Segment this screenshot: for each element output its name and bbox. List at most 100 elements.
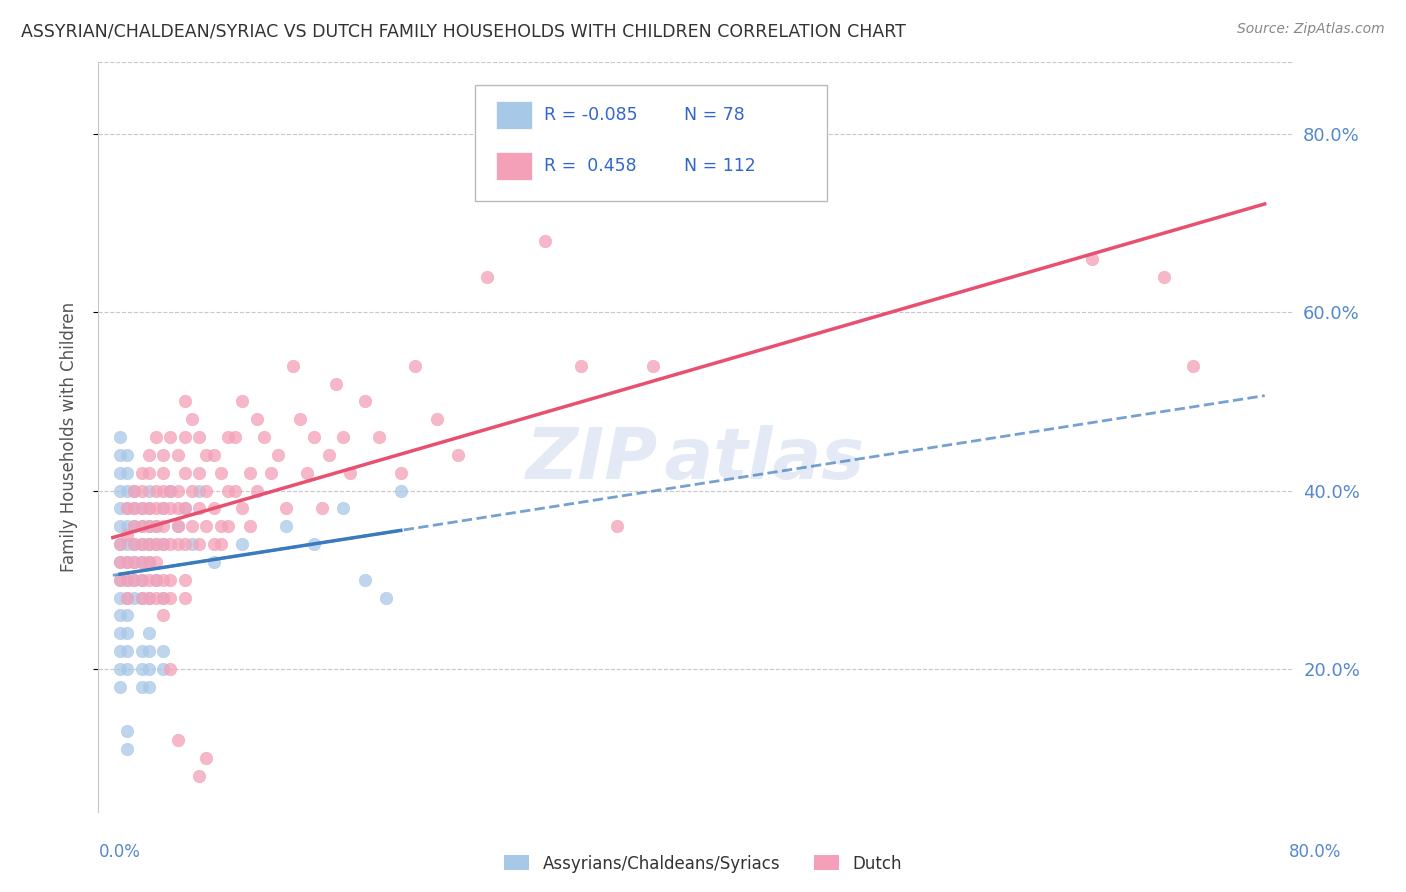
Point: [115, 573, 138, 587]
Point: [641, 359, 664, 373]
Legend: Assyrians/Chaldeans/Syriacs, Dutch: Assyrians/Chaldeans/Syriacs, Dutch: [498, 848, 908, 880]
Point: [195, 519, 218, 533]
Point: [260, 466, 283, 480]
Point: [152, 608, 174, 623]
Point: [131, 483, 153, 498]
Point: [166, 519, 188, 533]
Point: [131, 662, 153, 676]
Point: [217, 430, 239, 444]
Point: [152, 483, 174, 498]
Point: [202, 501, 225, 516]
Point: [115, 519, 138, 533]
Point: [152, 537, 174, 551]
Point: [138, 519, 160, 533]
Point: [138, 591, 160, 605]
Point: [138, 591, 160, 605]
Point: [152, 537, 174, 551]
Point: [253, 430, 276, 444]
Point: [368, 430, 391, 444]
Point: [108, 466, 131, 480]
FancyBboxPatch shape: [496, 152, 533, 180]
Point: [159, 483, 181, 498]
Point: [108, 573, 131, 587]
Point: [181, 412, 204, 426]
Point: [124, 573, 146, 587]
Point: [195, 448, 218, 462]
Point: [533, 234, 555, 248]
Point: [115, 466, 138, 480]
Point: [152, 662, 174, 676]
Point: [124, 537, 146, 551]
Point: [131, 519, 153, 533]
Point: [138, 537, 160, 551]
Point: [1181, 359, 1204, 373]
Point: [145, 555, 167, 569]
Point: [124, 555, 146, 569]
Point: [274, 519, 297, 533]
Point: [173, 430, 195, 444]
Point: [115, 608, 138, 623]
Point: [108, 680, 131, 694]
Point: [131, 501, 153, 516]
Point: [181, 537, 204, 551]
Point: [152, 466, 174, 480]
Point: [152, 519, 174, 533]
Point: [138, 483, 160, 498]
Point: [138, 519, 160, 533]
Text: R =  0.458: R = 0.458: [544, 157, 637, 175]
Point: [173, 466, 195, 480]
Point: [304, 537, 326, 551]
Point: [124, 519, 146, 533]
Point: [145, 591, 167, 605]
Point: [115, 573, 138, 587]
Point: [202, 448, 225, 462]
Point: [166, 733, 188, 747]
Point: [224, 483, 246, 498]
Point: [339, 466, 361, 480]
Point: [131, 573, 153, 587]
Point: [239, 466, 262, 480]
Point: [131, 680, 153, 694]
Point: [173, 501, 195, 516]
Point: [115, 528, 138, 542]
Point: [108, 573, 131, 587]
Text: N = 112: N = 112: [685, 157, 756, 175]
Text: ASSYRIAN/CHALDEAN/SYRIAC VS DUTCH FAMILY HOUSEHOLDS WITH CHILDREN CORRELATION CH: ASSYRIAN/CHALDEAN/SYRIAC VS DUTCH FAMILY…: [21, 22, 905, 40]
Point: [131, 555, 153, 569]
Point: [108, 608, 131, 623]
Point: [108, 662, 131, 676]
Point: [138, 644, 160, 658]
Point: [217, 483, 239, 498]
Point: [606, 519, 628, 533]
Point: [124, 501, 146, 516]
Point: [108, 448, 131, 462]
Point: [188, 769, 211, 783]
Point: [108, 644, 131, 658]
Point: [267, 448, 290, 462]
Point: [231, 501, 253, 516]
Point: [209, 537, 232, 551]
Point: [124, 519, 146, 533]
Point: [138, 573, 160, 587]
Point: [159, 483, 181, 498]
Point: [166, 448, 188, 462]
Point: [145, 519, 167, 533]
Point: [131, 644, 153, 658]
Point: [202, 537, 225, 551]
Point: [304, 430, 326, 444]
Point: [145, 537, 167, 551]
Point: [569, 359, 592, 373]
Point: [145, 537, 167, 551]
Point: [173, 573, 195, 587]
Text: 0.0%: 0.0%: [98, 843, 141, 861]
Point: [173, 537, 195, 551]
Point: [231, 394, 253, 409]
Text: 80.0%: 80.0%: [1288, 843, 1341, 861]
Point: [131, 466, 153, 480]
Point: [108, 626, 131, 640]
FancyBboxPatch shape: [496, 101, 533, 129]
Point: [159, 430, 181, 444]
Point: [181, 483, 204, 498]
Point: [131, 573, 153, 587]
Point: [166, 501, 188, 516]
